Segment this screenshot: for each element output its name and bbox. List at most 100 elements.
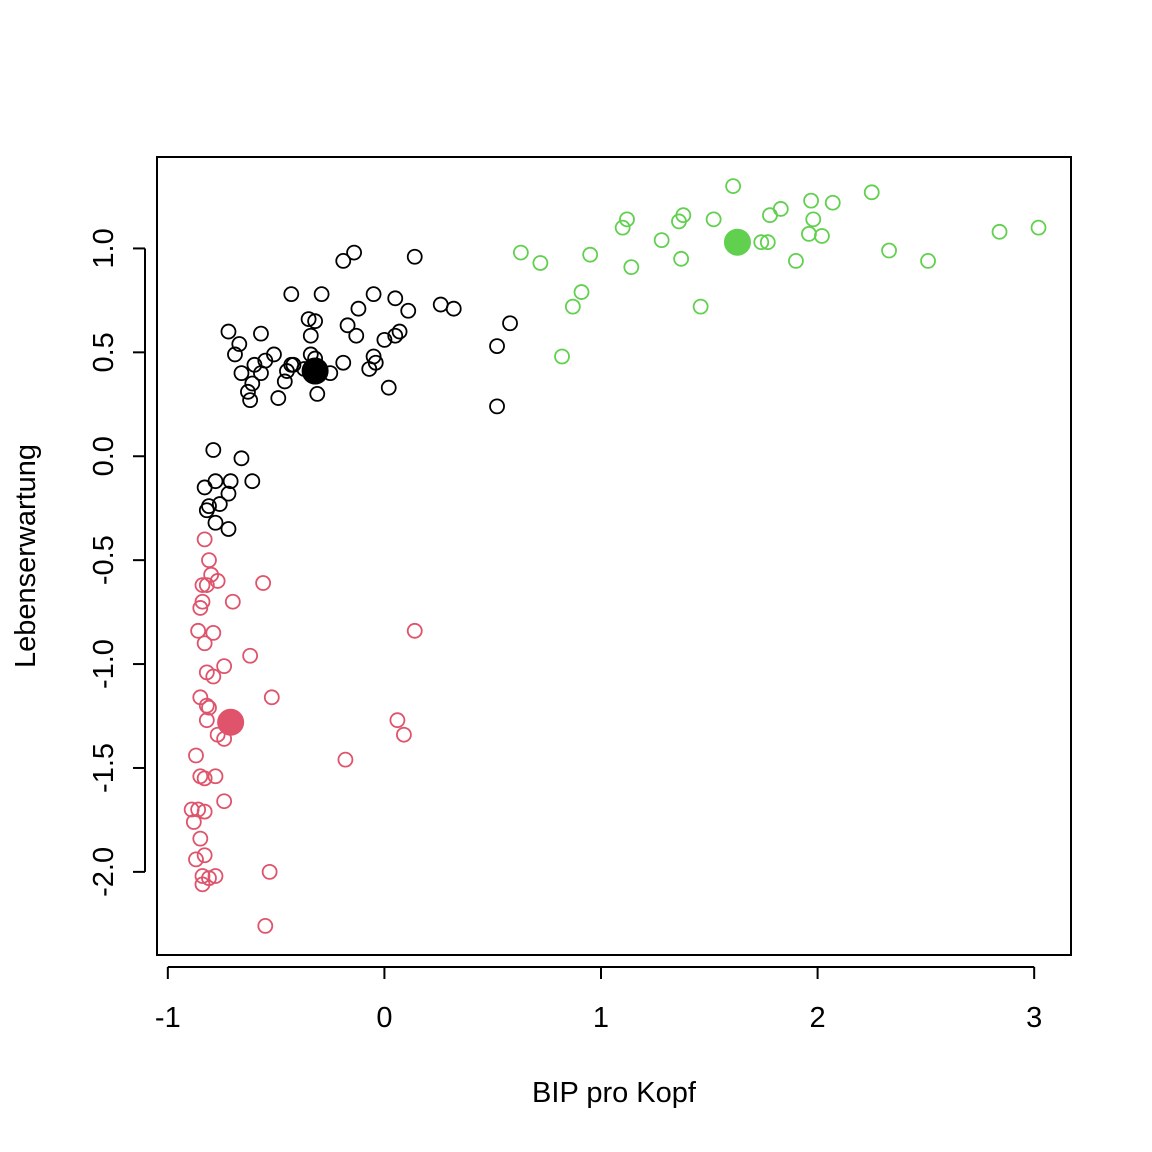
data-point bbox=[198, 577, 215, 593]
data-point bbox=[582, 246, 599, 263]
data-point bbox=[198, 712, 215, 729]
data-point bbox=[623, 259, 640, 276]
data-point bbox=[207, 473, 224, 490]
centroid-point bbox=[217, 708, 245, 736]
data-point bbox=[309, 386, 326, 402]
data-point bbox=[380, 379, 397, 396]
data-point bbox=[361, 361, 378, 377]
cluster-centroids bbox=[217, 228, 751, 736]
y-tick-label: -0.5 bbox=[88, 535, 120, 585]
data-point bbox=[307, 313, 324, 330]
y-axis-title: Lebenserwartung bbox=[10, 444, 42, 668]
data-point bbox=[725, 178, 742, 194]
data-point bbox=[619, 211, 635, 228]
data-point bbox=[216, 793, 233, 810]
data-point bbox=[920, 253, 936, 269]
data-point bbox=[387, 327, 404, 344]
data-point bbox=[220, 323, 237, 340]
data-point bbox=[244, 375, 261, 392]
x-tick-label: 3 bbox=[1026, 1002, 1042, 1034]
x-tick-label: 2 bbox=[810, 1002, 826, 1034]
data-point bbox=[302, 327, 319, 344]
data-point bbox=[692, 298, 709, 315]
data-point bbox=[653, 232, 670, 249]
data-point bbox=[759, 234, 776, 251]
data-point bbox=[276, 373, 293, 390]
data-point bbox=[211, 496, 228, 512]
y-tick-label: -1.0 bbox=[88, 639, 120, 689]
data-point bbox=[224, 593, 241, 610]
data-point bbox=[350, 300, 367, 317]
data-point bbox=[205, 442, 222, 458]
data-point bbox=[387, 290, 404, 307]
data-point bbox=[489, 338, 505, 355]
data-point bbox=[406, 622, 423, 639]
data-point bbox=[194, 577, 211, 593]
y-axis: -2.0 -1.5 -1.0 -0.5 0.0 0.5 1.0 bbox=[88, 228, 146, 897]
data-point bbox=[244, 473, 261, 490]
data-point bbox=[803, 192, 819, 209]
data-point bbox=[196, 531, 213, 548]
data-point bbox=[554, 348, 570, 365]
y-tick-label: 1.0 bbox=[88, 228, 120, 268]
data-point bbox=[614, 219, 631, 236]
data-point bbox=[753, 234, 770, 251]
data-point bbox=[1030, 219, 1047, 236]
data-point bbox=[188, 747, 204, 764]
centroid-point bbox=[301, 357, 329, 385]
centroid-point bbox=[723, 228, 751, 256]
data-point bbox=[205, 624, 222, 641]
data-point bbox=[564, 298, 581, 315]
data-point bbox=[216, 658, 233, 675]
data-point bbox=[196, 770, 213, 787]
data-point bbox=[192, 830, 209, 847]
data-point bbox=[573, 284, 590, 300]
data-point bbox=[242, 647, 259, 664]
data-point bbox=[233, 365, 250, 382]
y-tick-label: 0.0 bbox=[88, 436, 120, 476]
data-point bbox=[190, 622, 207, 639]
data-point bbox=[432, 296, 449, 313]
data-point bbox=[805, 211, 822, 228]
data-point bbox=[242, 392, 259, 409]
data-point bbox=[196, 479, 213, 496]
data-point bbox=[207, 768, 224, 785]
data-point bbox=[346, 244, 362, 261]
data-point bbox=[300, 311, 317, 327]
data-point bbox=[705, 211, 722, 228]
data-point bbox=[376, 331, 393, 348]
x-tick-label: 1 bbox=[593, 1002, 609, 1034]
plot-frame bbox=[156, 156, 1072, 956]
data-point bbox=[201, 552, 217, 569]
data-point bbox=[337, 751, 354, 768]
data-point bbox=[196, 635, 213, 652]
x-axis-title: BIP pro Kopf bbox=[532, 1077, 697, 1109]
data-point bbox=[255, 575, 272, 591]
data-point bbox=[389, 712, 406, 729]
data-point bbox=[270, 390, 287, 406]
data-point bbox=[233, 450, 250, 467]
data-point bbox=[240, 383, 256, 400]
data-point bbox=[198, 502, 215, 519]
data-point bbox=[279, 363, 295, 379]
data-point bbox=[257, 918, 274, 934]
data-point bbox=[532, 255, 549, 271]
data-point bbox=[762, 207, 778, 224]
data-point bbox=[185, 814, 202, 830]
data-point bbox=[220, 521, 237, 537]
data-point bbox=[207, 514, 224, 531]
x-tick-label: 0 bbox=[376, 1002, 392, 1034]
data-point bbox=[489, 398, 505, 415]
data-point bbox=[881, 242, 897, 259]
data-point bbox=[814, 228, 830, 244]
data-point bbox=[512, 244, 529, 261]
data-point bbox=[253, 325, 269, 342]
data-point bbox=[673, 250, 690, 267]
y-tick-label: 0.5 bbox=[88, 332, 120, 372]
data-point bbox=[196, 847, 213, 864]
data-point bbox=[261, 863, 278, 880]
data-points bbox=[183, 178, 1047, 934]
data-point bbox=[194, 876, 211, 893]
data-point bbox=[772, 201, 789, 217]
